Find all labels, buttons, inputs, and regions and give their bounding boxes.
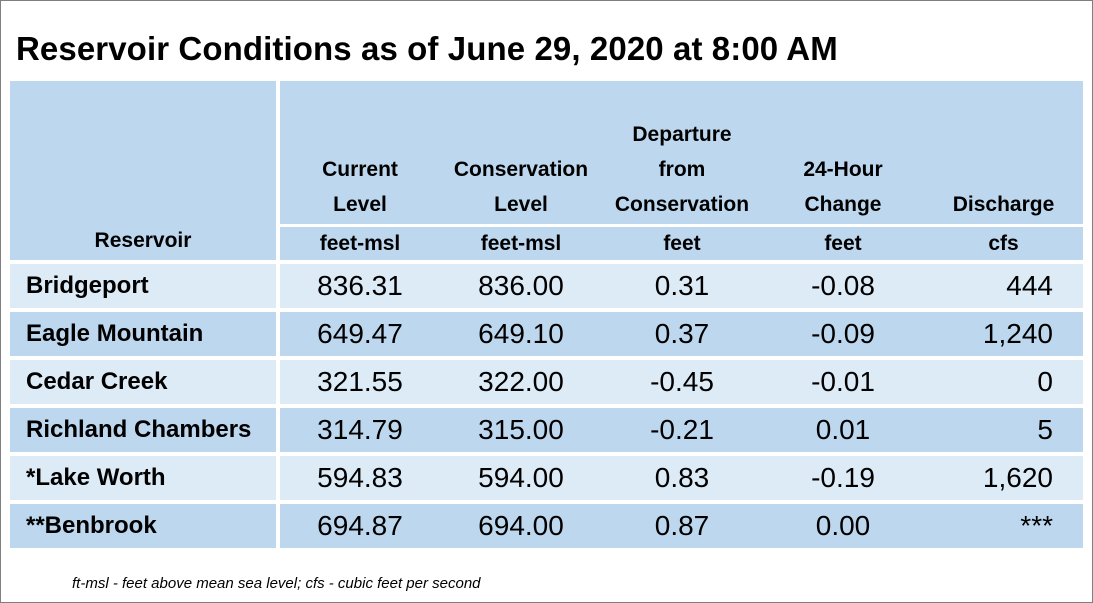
departure-cell: 0.31 bbox=[602, 262, 762, 310]
footnote: ft-msl - feet above mean sea level; cfs … bbox=[72, 575, 481, 592]
column-header-label-line: Departure bbox=[632, 123, 732, 146]
change-cell: -0.09 bbox=[762, 308, 924, 358]
conservation-level-cell: 315.00 bbox=[440, 404, 602, 454]
reservoir-table: Reservoir Current Level Conservation Lev… bbox=[10, 81, 1083, 548]
unit-label-24-hour-change: feet bbox=[762, 224, 924, 264]
reservoir-name: Cedar Creek bbox=[10, 356, 278, 406]
page-title: Reservoir Conditions as of June 29, 2020… bbox=[16, 30, 838, 67]
unit-label-conservation-level: feet-msl bbox=[440, 224, 602, 264]
discharge-cell: 0 bbox=[924, 356, 1083, 406]
change-cell: -0.08 bbox=[762, 262, 924, 310]
departure-cell: 0.83 bbox=[602, 452, 762, 502]
column-header-label-line: Change bbox=[804, 193, 882, 216]
column-header-label-line: Conservation bbox=[453, 158, 589, 181]
column-header-24-hour-change: 24-Hour Change bbox=[762, 81, 924, 226]
table-row: **Benbrook 694.87 694.00 0.87 0.00 *** bbox=[10, 500, 1083, 548]
departure-cell: -0.21 bbox=[602, 404, 762, 454]
column-header-label-line: 24-Hour bbox=[803, 158, 883, 181]
conservation-level-cell: 694.00 bbox=[440, 500, 602, 548]
table-row: Richland Chambers 314.79 315.00 -0.21 0.… bbox=[10, 404, 1083, 454]
unit-label-discharge: cfs bbox=[924, 224, 1083, 264]
unit-label-current-level: feet-msl bbox=[276, 224, 440, 264]
conservation-level-cell: 594.00 bbox=[440, 452, 602, 502]
reservoir-name: *Lake Worth bbox=[10, 452, 278, 502]
table-row: Bridgeport 836.31 836.00 0.31 -0.08 444 bbox=[10, 262, 1083, 310]
change-cell: 0.00 bbox=[762, 500, 924, 548]
column-header-reservoir: Reservoir bbox=[10, 81, 278, 264]
column-header-label-line: Reservoir bbox=[94, 229, 192, 252]
change-cell: -0.01 bbox=[762, 356, 924, 406]
column-header-label-line: Discharge bbox=[952, 193, 1055, 216]
discharge-cell: 1,620 bbox=[924, 452, 1083, 502]
current-level-cell: 694.87 bbox=[276, 500, 440, 548]
column-header-current-level: Current Level bbox=[276, 81, 440, 226]
current-level-cell: 321.55 bbox=[276, 356, 440, 406]
current-level-cell: 594.83 bbox=[276, 452, 440, 502]
column-header-label-line: Level bbox=[333, 193, 387, 216]
table-row: *Lake Worth 594.83 594.00 0.83 -0.19 1,6… bbox=[10, 452, 1083, 502]
table-units-row: feet-msl feet-msl feet feet cfs bbox=[10, 224, 1083, 264]
discharge-cell: 444 bbox=[924, 262, 1083, 310]
unit-label-departure: feet bbox=[602, 224, 762, 264]
conservation-level-cell: 649.10 bbox=[440, 308, 602, 358]
current-level-cell: 314.79 bbox=[276, 404, 440, 454]
change-cell: -0.19 bbox=[762, 452, 924, 502]
reservoir-name: Richland Chambers bbox=[10, 404, 278, 454]
discharge-cell: *** bbox=[924, 500, 1083, 548]
change-cell: 0.01 bbox=[762, 404, 924, 454]
table-row: Eagle Mountain 649.47 649.10 0.37 -0.09 … bbox=[10, 308, 1083, 358]
column-header-label-line: from bbox=[658, 158, 706, 181]
column-header-label-line: Current bbox=[322, 158, 398, 181]
reservoir-name: Bridgeport bbox=[10, 262, 278, 310]
discharge-cell: 1,240 bbox=[924, 308, 1083, 358]
reservoir-name: **Benbrook bbox=[10, 500, 278, 548]
departure-cell: -0.45 bbox=[602, 356, 762, 406]
column-header-label-line: Level bbox=[494, 193, 548, 216]
column-header-departure: Departure from Conservation bbox=[602, 81, 762, 226]
reservoir-name: Eagle Mountain bbox=[10, 308, 278, 358]
column-header-label-line: Conservation bbox=[614, 193, 750, 216]
current-level-cell: 649.47 bbox=[276, 308, 440, 358]
column-header-discharge: Discharge bbox=[924, 81, 1083, 226]
discharge-cell: 5 bbox=[924, 404, 1083, 454]
table-header-row: Reservoir Current Level Conservation Lev… bbox=[10, 81, 1083, 264]
departure-cell: 0.37 bbox=[602, 308, 762, 358]
conservation-level-cell: 322.00 bbox=[440, 356, 602, 406]
current-level-cell: 836.31 bbox=[276, 262, 440, 310]
departure-cell: 0.87 bbox=[602, 500, 762, 548]
conservation-level-cell: 836.00 bbox=[440, 262, 602, 310]
column-header-conservation-level: Conservation Level bbox=[440, 81, 602, 226]
table-row: Cedar Creek 321.55 322.00 -0.45 -0.01 0 bbox=[10, 356, 1083, 406]
